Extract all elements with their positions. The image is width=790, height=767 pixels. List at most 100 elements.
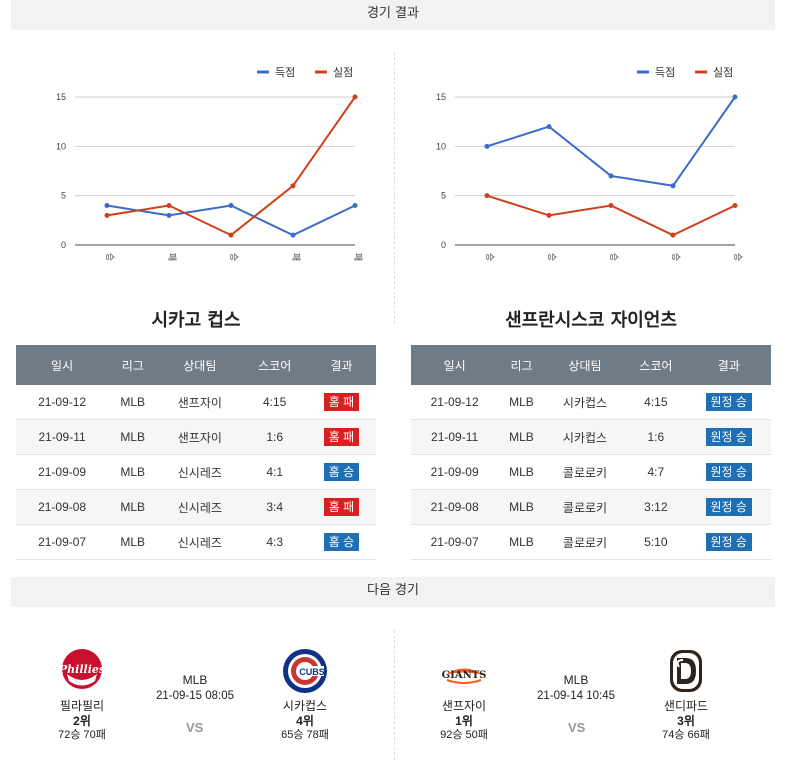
data-point xyxy=(484,143,490,149)
result-badge: 원정 승 xyxy=(705,498,752,516)
score-cell: 3:4 xyxy=(242,489,308,525)
col-date: 일시 xyxy=(16,345,109,385)
y-tick-label: 15 xyxy=(56,92,66,102)
team-record: 65승 78패 xyxy=(281,729,329,741)
result-badge: 원정 승 xyxy=(705,533,752,551)
data-point xyxy=(228,232,234,238)
team-record: 72승 70패 xyxy=(58,729,106,741)
team-name: 시카컵스 xyxy=(282,699,328,713)
cubs-logo: CUBS xyxy=(282,648,328,694)
date-cell: 21-09-08 xyxy=(411,489,499,525)
left-results-table: 일시 리그 상대팀 스코어 결과 21-09-12 MLB 샌프자이 4:15 … xyxy=(16,345,376,560)
cubs-logo-text: CUBS xyxy=(299,667,325,677)
date-cell: 21-09-11 xyxy=(411,419,499,455)
result-badge: 홈 승 xyxy=(323,533,360,551)
table-row: 21-09-12 MLB 시카컵스 4:15 원정 승 xyxy=(411,385,771,420)
team-rank: 4위 xyxy=(296,714,314,728)
opponent-cell: 콜로로키 xyxy=(544,489,626,525)
data-point xyxy=(290,183,296,189)
data-point xyxy=(290,232,296,238)
x-tick-label: 승 xyxy=(104,253,115,261)
giants-logo-text: GIANTS xyxy=(442,670,487,681)
league-cell: MLB xyxy=(108,419,158,455)
data-point xyxy=(166,212,172,218)
games-divider xyxy=(394,630,395,760)
score-cell: 1:6 xyxy=(625,419,687,455)
legend-label: 득점 xyxy=(655,66,675,79)
results-header: 경기 결과 xyxy=(11,0,775,30)
date-cell: 21-09-08 xyxy=(16,489,109,525)
score-cell: 4:1 xyxy=(242,454,308,490)
data-point xyxy=(670,183,676,189)
svg-text:Phillies: Phillies xyxy=(59,663,105,676)
y-tick-label: 0 xyxy=(441,240,446,250)
score-cell: 4:7 xyxy=(625,454,687,490)
table-row: 21-09-12 MLB 샌프자이 4:15 홈 패 xyxy=(16,385,376,420)
team-rank: 2위 xyxy=(73,714,91,728)
col-score: 스코어 xyxy=(242,345,308,385)
data-point xyxy=(104,203,110,209)
left-chart: 0 5 10 15 승 패 승 패 패 득점 실점 xyxy=(50,52,370,272)
x-tick-label: 승 xyxy=(546,253,557,261)
y-tick-label: 5 xyxy=(441,191,446,201)
opponent-cell: 신시레즈 xyxy=(157,454,243,490)
x-tick-label: 승 xyxy=(732,253,743,261)
next-games-header: 다음 경기 xyxy=(11,577,775,607)
series-line-conceded xyxy=(486,194,736,237)
next-game-card: GIANTS 샌프자이 1위 92승 50패 MLB 21-09-14 10:4… xyxy=(394,640,774,760)
col-league: 리그 xyxy=(108,345,158,385)
table-row: 21-09-09 MLB 신시레즈 4:1 홈 승 xyxy=(16,454,376,490)
y-tick-label: 10 xyxy=(56,141,66,151)
team-name: 필라필리 xyxy=(59,699,105,713)
opponent-cell: 시카컵스 xyxy=(544,419,626,455)
team-rank: 3위 xyxy=(677,714,695,728)
x-tick-label: 승 xyxy=(228,253,239,261)
date-cell: 21-09-12 xyxy=(16,385,109,420)
game-datetime: 21-09-14 10:45 xyxy=(536,690,615,702)
league-cell: MLB xyxy=(108,454,158,490)
date-cell: 21-09-12 xyxy=(411,385,499,420)
data-point xyxy=(166,203,172,209)
result-badge: 원정 승 xyxy=(705,463,752,481)
data-point xyxy=(608,173,614,179)
away-team: CUBS 시카컵스 4위 65승 78패 xyxy=(260,648,350,742)
legend-label: 득점 xyxy=(275,66,295,79)
right-results-table: 일시 리그 상대팀 스코어 결과 21-09-12 MLB 시카컵스 4:15 … xyxy=(411,345,771,560)
game-info: MLB 21-09-15 08:05 xyxy=(135,672,255,704)
left-line-chart: 0 5 10 15 승 패 승 패 패 득점 실점 xyxy=(56,66,363,261)
date-cell: 21-09-09 xyxy=(16,454,109,490)
y-tick-label: 15 xyxy=(436,92,446,102)
col-date: 일시 xyxy=(411,345,499,385)
right-line-chart: 0 5 10 15 승 승 승 승 승 득점 실점 xyxy=(436,66,743,261)
chart-divider xyxy=(394,52,395,324)
y-tick-label: 0 xyxy=(61,240,66,250)
league-cell: MLB xyxy=(498,454,545,490)
result-badge: 원정 승 xyxy=(705,428,752,446)
league-cell: MLB xyxy=(108,385,158,420)
team-record: 92승 50패 xyxy=(440,729,488,741)
result-badge: 원정 승 xyxy=(705,393,752,411)
giants-logo: GIANTS xyxy=(441,648,487,694)
opponent-cell: 콜로로키 xyxy=(544,454,626,490)
team-rank: 1위 xyxy=(455,714,473,728)
y-tick-label: 5 xyxy=(61,191,66,201)
data-point xyxy=(546,124,552,130)
legend-label: 실점 xyxy=(713,66,733,79)
x-tick-label: 승 xyxy=(670,253,681,261)
vs-label: VS xyxy=(568,720,586,735)
game-league: MLB xyxy=(563,673,589,687)
opponent-cell: 신시레즈 xyxy=(157,489,243,525)
league-cell: MLB xyxy=(108,524,158,560)
col-score: 스코어 xyxy=(625,345,687,385)
col-opponent: 상대팀 xyxy=(157,345,243,385)
date-cell: 21-09-07 xyxy=(16,524,109,560)
opponent-cell: 신시레즈 xyxy=(157,524,243,560)
right-team-title: 샌프란시스코 자이언츠 xyxy=(505,310,677,331)
date-cell: 21-09-07 xyxy=(411,524,499,560)
col-result: 결과 xyxy=(307,345,376,385)
x-tick-label: 승 xyxy=(484,253,495,261)
series-line-scored xyxy=(486,96,736,187)
league-cell: MLB xyxy=(108,489,158,525)
game-league: MLB xyxy=(182,673,208,687)
vs-label: VS xyxy=(186,720,204,735)
